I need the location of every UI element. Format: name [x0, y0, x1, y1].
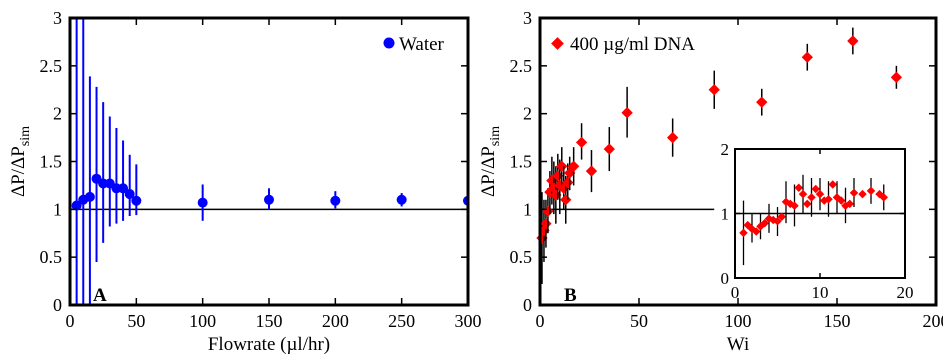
- data-point-dna: [575, 136, 588, 149]
- y-tick-label: 0.5: [40, 247, 63, 267]
- panel-b-ticks: 05010015020000.511.522.53: [510, 8, 943, 331]
- data-point-water: [330, 195, 341, 206]
- data-point-dna: [560, 194, 572, 206]
- x-tick-label: 50: [127, 311, 145, 331]
- data-point-dna: [540, 218, 552, 230]
- y-tick-label: 2.5: [40, 56, 63, 76]
- data-point-dna: [603, 143, 615, 155]
- y-tick-label: 1.5: [510, 152, 533, 172]
- panel-b-marks: [536, 27, 903, 284]
- data-point-water: [197, 197, 208, 208]
- panel-a-ticks: 0 50 100 150 200 250 300 0 0.5 1 1.5 2 2.5 3: [40, 8, 482, 331]
- panel-a-x-axis-label: Flowrate (µl/hr): [208, 334, 330, 355]
- x-tick-label: 0: [731, 283, 740, 302]
- y-tick-label: 2: [721, 140, 730, 159]
- panel-a-y-axis-label-main: ΔP/ΔP: [8, 146, 29, 197]
- x-tick-label: 200: [923, 311, 943, 331]
- x-tick-label: 300: [455, 311, 482, 331]
- data-point-water: [264, 194, 274, 205]
- x-tick-label: 150: [256, 311, 283, 331]
- panel-a-y-axis-label: ΔP/ΔPsim: [8, 126, 33, 197]
- panel-label-b: B: [564, 285, 577, 306]
- data-point-dna: [556, 160, 568, 172]
- y-tick-label: 1: [53, 199, 62, 219]
- y-tick-label: 1: [721, 205, 730, 224]
- legend-label-dna: 400 µg/ml DNA: [570, 34, 695, 55]
- y-tick-label: 2: [523, 104, 532, 124]
- data-point-dna: [890, 71, 903, 83]
- inset-ticks: 0 10 20 0 1 2: [721, 140, 914, 302]
- x-tick-label: 150: [824, 311, 851, 331]
- y-tick-label: 2: [53, 104, 62, 124]
- data-point-dna: [708, 84, 720, 96]
- data-point-dna: [847, 35, 859, 47]
- data-point-water: [71, 200, 82, 211]
- legend-marker-dna: [551, 37, 564, 50]
- panel-a-legend: Water: [383, 34, 445, 55]
- data-point-dna: [801, 51, 813, 63]
- x-tick-label: 10: [812, 283, 829, 302]
- y-tick-label: 1.5: [40, 152, 63, 172]
- data-point-dna: [568, 160, 580, 172]
- data-point-dna: [562, 176, 574, 189]
- data-point-water: [396, 194, 407, 205]
- x-tick-label: 0: [536, 311, 545, 331]
- y-tick-label: 2.5: [510, 56, 533, 76]
- y-tick-label: 0.5: [510, 247, 533, 267]
- panel-b-inset: 0 10 20 0 1 2: [721, 140, 914, 302]
- panel-b-legend: 400 µg/ml DNA: [551, 34, 695, 55]
- y-tick-label: 1: [523, 199, 532, 219]
- x-tick-label: 100: [189, 311, 216, 331]
- data-point-dna: [756, 96, 768, 108]
- panel-b: 05010015020000.511.522.53 400 µg/ml DNA …: [478, 8, 943, 355]
- panel-b-y-axis-label-main: ΔP/ΔP: [478, 146, 499, 197]
- data-point-dna: [552, 170, 564, 182]
- panel-b-y-axis-label-subscript: sim: [488, 126, 503, 146]
- x-tick-label: 200: [322, 311, 349, 331]
- data-point-dna: [621, 107, 633, 119]
- x-tick-label: 50: [630, 311, 648, 331]
- panel-a-marks: [70, 18, 468, 305]
- data-point-dna: [542, 205, 554, 217]
- data-point-water: [131, 195, 142, 206]
- panel-b-y-axis-label: ΔP/ΔPsim: [478, 126, 503, 197]
- x-tick-label: 20: [897, 283, 914, 302]
- y-tick-label: 0: [53, 295, 62, 315]
- legend-marker-water: [383, 37, 395, 49]
- data-point-water: [84, 191, 95, 202]
- y-tick-label: 3: [53, 8, 62, 28]
- y-tick-label: 0: [721, 269, 730, 288]
- x-tick-label: 250: [388, 311, 415, 331]
- x-tick-label: 100: [725, 311, 752, 331]
- data-point-dna: [585, 165, 598, 177]
- panel-label-a: A: [93, 285, 107, 306]
- data-point-water: [124, 189, 135, 200]
- data-point-dna: [667, 131, 679, 144]
- x-tick-label: 0: [66, 311, 75, 331]
- data-point-dna: [550, 189, 562, 201]
- legend-label-water: Water: [399, 34, 445, 55]
- y-tick-label: 0: [523, 295, 532, 315]
- y-tick-label: 3: [523, 8, 532, 28]
- panel-a-y-axis-label-subscript: sim: [18, 126, 33, 146]
- data-point-water: [118, 183, 129, 194]
- panel-b-x-axis-label: Wi: [727, 334, 749, 355]
